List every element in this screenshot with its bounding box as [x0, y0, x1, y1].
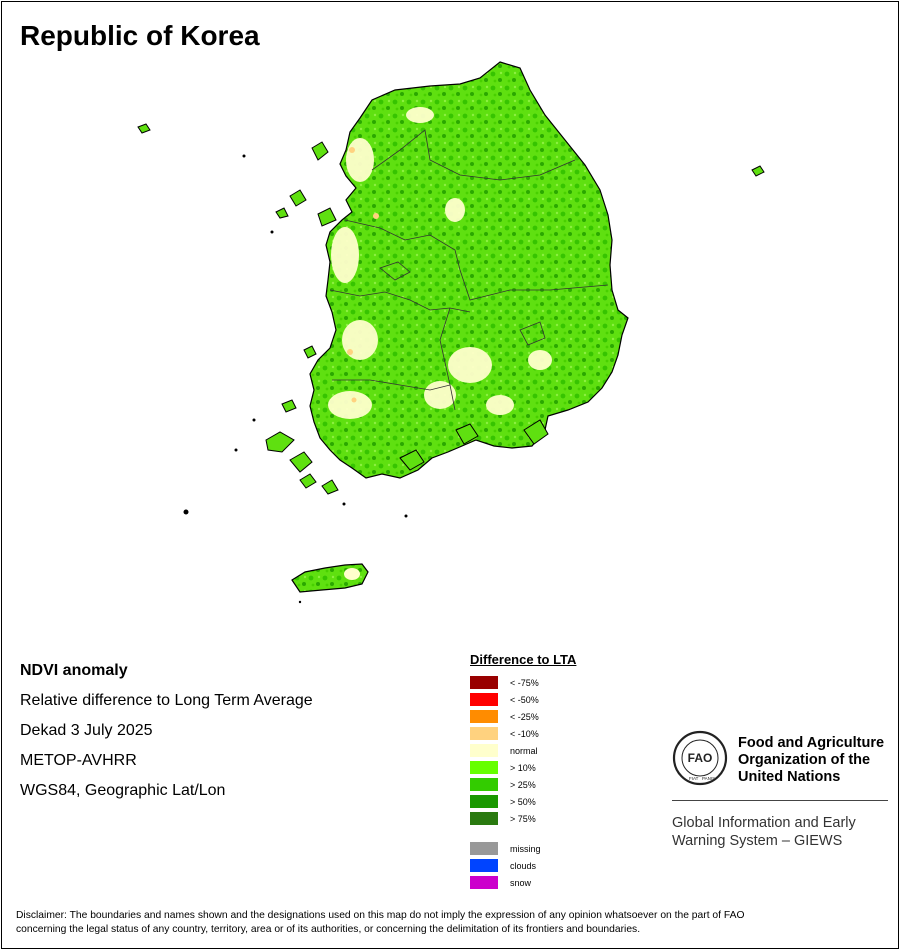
legend-label: clouds	[510, 860, 537, 871]
legend-extra: missing clouds snow	[470, 840, 576, 891]
map-title: Republic of Korea	[20, 20, 260, 51]
legend-row: > 25%	[470, 776, 576, 793]
legend-label: normal	[510, 745, 538, 756]
legend-label: < -10%	[510, 728, 539, 739]
legend-label: missing	[510, 843, 541, 854]
legend-row: normal	[470, 742, 576, 759]
legend-swatch	[470, 795, 498, 808]
info-heading: NDVI anomaly	[20, 662, 128, 679]
legend-row: < -10%	[470, 725, 576, 742]
fao-motto-right: PANIS	[702, 776, 715, 781]
legend-row: < -75%	[470, 674, 576, 691]
legend-row: snow	[470, 874, 576, 891]
fao-name-line: Organization of the	[738, 752, 871, 768]
legend-row: > 10%	[470, 759, 576, 776]
legend-label: > 50%	[510, 796, 536, 807]
below-normal-areas	[347, 147, 379, 403]
info-line: METOP-AVHRR	[20, 752, 137, 769]
mainland-region	[309, 61, 629, 479]
disclaimer-line: Disclaimer: The boundaries and names sho…	[16, 910, 745, 921]
legend: Difference to LTA < -75% < -50% < -25% < -1…	[470, 652, 576, 891]
giews-line: Global Information and Early	[672, 815, 856, 831]
fao-name-line: Food and Agriculture	[738, 735, 885, 751]
legend-label: > 25%	[510, 779, 536, 790]
legend-swatch	[470, 842, 498, 855]
disclaimer-line: concerning the legal status of any count…	[16, 924, 641, 935]
small-islands	[137, 123, 765, 495]
giews-line: Warning System – GIEWS	[672, 833, 843, 849]
legend-swatch	[470, 876, 498, 889]
legend-label: < -50%	[510, 694, 539, 705]
legend-swatch	[470, 778, 498, 791]
tiny-islets	[183, 154, 408, 604]
info-line: Dekad 3 July 2025	[20, 722, 153, 739]
legend-swatch	[470, 710, 498, 723]
legend-row: < -50%	[470, 691, 576, 708]
fao-name: Food and Agriculture Organization of the…	[738, 735, 884, 786]
info-line: Relative difference to Long Term Average	[20, 692, 313, 709]
legend-swatch	[470, 727, 498, 740]
legend-row: missing	[470, 840, 576, 857]
legend-title: Difference to LTA	[470, 652, 577, 667]
disclaimer: Disclaimer: The boundaries and names sho…	[16, 909, 886, 937]
legend-classes: < -75% < -50% < -25% < -10% normal > 10% > 25%…	[470, 674, 576, 827]
legend-label: > 75%	[510, 813, 536, 824]
fao-name-line: United Nations	[738, 769, 841, 785]
legend-row: clouds	[470, 857, 576, 874]
korea-map	[137, 61, 765, 604]
legend-swatch	[470, 812, 498, 825]
legend-swatch	[470, 693, 498, 706]
legend-row: < -25%	[470, 708, 576, 725]
normal-areas	[328, 107, 552, 419]
legend-row: > 50%	[470, 793, 576, 810]
legend-label: > 10%	[510, 762, 536, 773]
legend-swatch	[470, 859, 498, 872]
province-boundaries	[329, 129, 609, 411]
map-info: NDVI anomaly Relative difference to Long…	[20, 656, 313, 806]
legend-swatch	[470, 761, 498, 774]
legend-label: < -25%	[510, 711, 539, 722]
legend-swatch	[470, 676, 498, 689]
giews-name: Global Information and Early Warning Sys…	[672, 814, 856, 850]
fao-motto-left: FIAT	[689, 776, 699, 781]
legend-row: > 75%	[470, 810, 576, 827]
fao-divider	[672, 800, 888, 801]
legend-label: < -75%	[510, 677, 539, 688]
legend-swatch	[470, 744, 498, 757]
legend-label: snow	[510, 877, 532, 888]
info-line: WGS84, Geographic Lat/Lon	[20, 782, 226, 799]
fao-logo-text: FAO	[688, 751, 713, 765]
fao-logo: FAO FIAT PANIS	[672, 730, 728, 786]
